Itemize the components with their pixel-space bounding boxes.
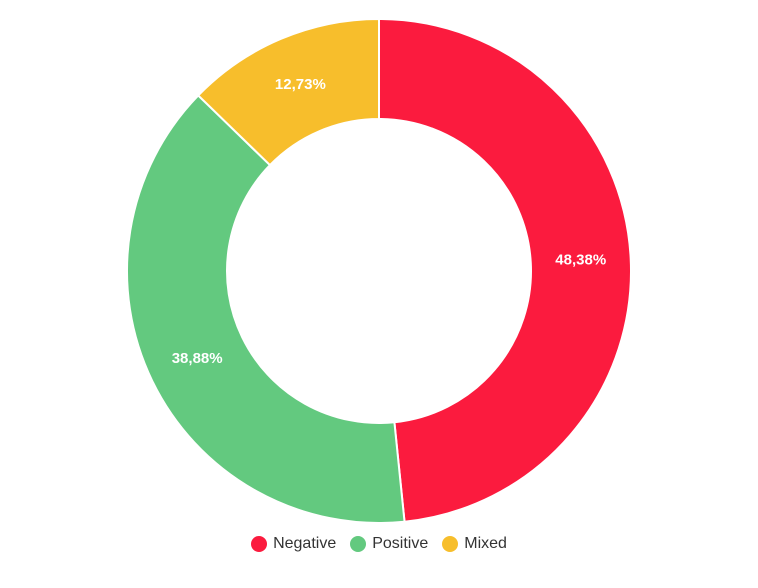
donut-slice-mixed[interactable] (196, 17, 380, 167)
donut-slice-negative[interactable] (378, 17, 632, 523)
chart-legend: Negative Positive Mixed (0, 535, 758, 553)
slice-label-negative: 48,38% (555, 252, 606, 269)
slice-label-mixed: 12,73% (275, 76, 326, 93)
donut-slices (126, 17, 632, 524)
legend-item-mixed[interactable]: Mixed (442, 535, 507, 553)
legend-swatch-mixed (442, 536, 459, 552)
legend-label-mixed: Mixed (464, 535, 507, 552)
donut-labels: 48,38% 38,88% 12,73% (172, 76, 606, 367)
legend-item-positive[interactable]: Positive (350, 535, 428, 553)
legend-label-positive: Positive (372, 535, 429, 552)
legend-label-negative: Negative (273, 535, 337, 552)
legend-swatch-negative (251, 536, 268, 552)
legend-swatch-positive (350, 536, 367, 552)
legend-item-negative[interactable]: Negative (251, 535, 336, 553)
donut-slice-positive[interactable] (126, 94, 406, 524)
slice-label-positive: 38,88% (172, 350, 223, 367)
